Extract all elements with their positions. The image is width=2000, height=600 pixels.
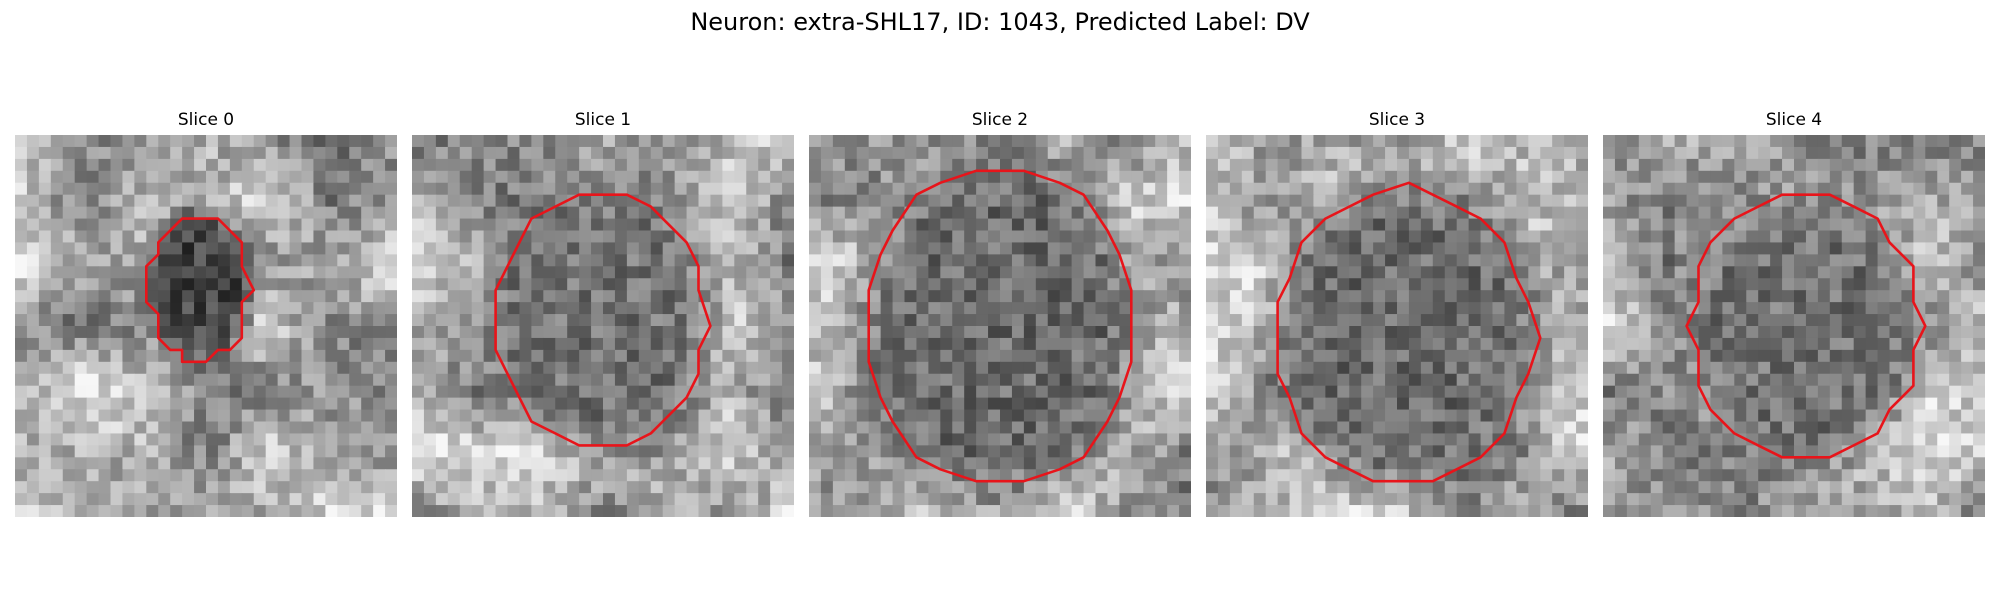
- slice-title-1: Slice 1: [574, 110, 632, 130]
- slice-title-3: Slice 3: [1368, 110, 1426, 130]
- slice-image-0: [15, 135, 397, 517]
- slice-image-4: [1603, 135, 1985, 517]
- slice-title-2: Slice 2: [971, 110, 1029, 130]
- slice-panel-4: Slice 4: [1603, 108, 1985, 517]
- neuron-contour: [145, 217, 256, 364]
- neuron-contour: [867, 169, 1133, 483]
- neuron-contour: [1685, 193, 1927, 459]
- slice-panel-3: Slice 3: [1206, 108, 1588, 517]
- neuron-contour: [494, 193, 712, 447]
- slice-image-2: [809, 135, 1191, 517]
- slice-image-1: [412, 135, 794, 517]
- slice-panel-2: Slice 2: [809, 108, 1191, 517]
- slice-panel-0: Slice 0: [15, 108, 397, 517]
- neuron-contour: [1276, 181, 1542, 483]
- slice-title-0: Slice 0: [177, 110, 235, 130]
- slice-title-4: Slice 4: [1765, 110, 1823, 130]
- slice-panel-1: Slice 1: [412, 108, 794, 517]
- figure-title: Neuron: extra-SHL17, ID: 1043, Predicted…: [690, 8, 1310, 36]
- slice-image-3: [1206, 135, 1588, 517]
